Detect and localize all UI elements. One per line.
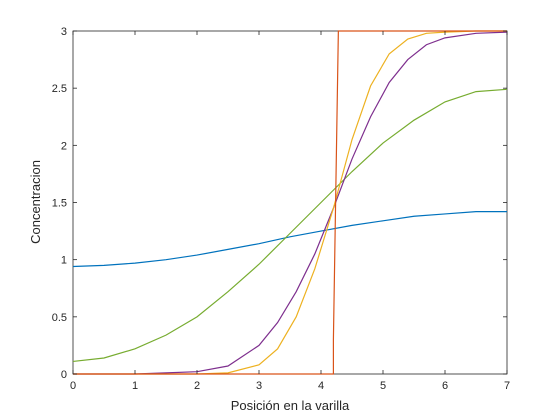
- series-line-1: [72, 211, 507, 268]
- series-line-2: [72, 88, 508, 363]
- series-layer: [72, 30, 508, 375]
- x-tick-label: 7: [504, 380, 510, 392]
- series-line-5: [73, 30, 507, 375]
- y-tick-label: 2: [61, 140, 67, 152]
- series-line-3: [73, 31, 508, 375]
- x-tick-label: 4: [318, 380, 324, 392]
- x-axis-label: Posición en la varilla: [231, 398, 350, 413]
- y-tick-label: 0.5: [52, 312, 67, 324]
- y-tick-label: 1: [61, 255, 67, 267]
- x-tick-label: 3: [256, 380, 262, 392]
- y-tick-label: 0: [61, 369, 67, 381]
- ticks-layer: 0 1 2 3 4 5 6 7 0 0.5 1 1.5 2 2.5 3: [52, 26, 510, 392]
- y-axis-label: Concentracion: [28, 160, 43, 244]
- series-line-4: [73, 30, 507, 375]
- y-tick-label: 2.5: [52, 83, 67, 95]
- y-tick-label: 1.5: [52, 198, 67, 210]
- x-tick-label: 6: [442, 380, 448, 392]
- y-tick-label: 3: [61, 26, 67, 38]
- x-tick-label: 2: [194, 380, 200, 392]
- plot-frame: [72, 30, 508, 375]
- x-tick-label: 5: [380, 380, 386, 392]
- x-tick-label: 1: [132, 380, 138, 392]
- x-tick-label: 0: [70, 380, 76, 392]
- plot-border: [72, 30, 508, 375]
